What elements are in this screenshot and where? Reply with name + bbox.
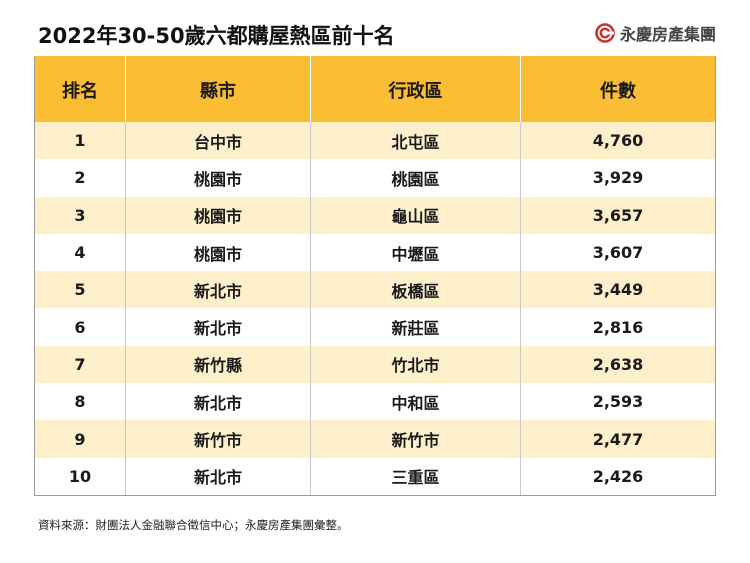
city-cell: 新北市 (125, 308, 311, 346)
page-title: 2022年30-50歲六都購屋熱區前十名 (38, 24, 395, 48)
header-district: 行政區 (310, 56, 521, 122)
table-row: 6 新北市 新莊區 2,816 (34, 308, 716, 346)
district-cell: 龜山區 (310, 196, 521, 234)
district-cell: 中和區 (310, 383, 521, 421)
header-city: 縣市 (125, 56, 311, 122)
rank-cell: 5 (34, 271, 126, 309)
city-cell: 桃園市 (125, 196, 311, 234)
table-row: 9 新竹市 新竹市 2,477 (34, 420, 716, 458)
count-cell: 2,426 (520, 457, 716, 496)
table-row: 8 新北市 中和區 2,593 (34, 383, 716, 421)
table-row: 5 新北市 板橋區 3,449 (34, 271, 716, 309)
table-row: 3 桃園市 龜山區 3,657 (34, 196, 716, 234)
brand-name: 永慶房產集團 (619, 25, 716, 44)
district-cell: 竹北市 (310, 345, 521, 384)
rank-cell: 1 (34, 122, 126, 160)
district-cell: 北屯區 (310, 122, 521, 160)
district-cell: 三重區 (310, 457, 521, 496)
count-cell: 2,638 (520, 345, 716, 384)
city-cell: 桃園市 (125, 233, 311, 272)
table-row: 2 桃園市 桃園區 3,929 (34, 159, 716, 197)
rank-cell: 6 (34, 308, 126, 346)
table-row: 10 新北市 三重區 2,426 (34, 457, 716, 496)
header-rank: 排名 (34, 56, 126, 122)
brand-logo: 永慶房產集團 (595, 21, 716, 45)
count-cell: 3,449 (520, 271, 716, 309)
rank-cell: 3 (34, 196, 126, 234)
city-cell: 新北市 (125, 457, 311, 496)
count-cell: 3,929 (520, 159, 716, 197)
rank-cell: 2 (34, 159, 126, 197)
city-cell: 新北市 (125, 271, 311, 309)
header-count: 件數 (520, 56, 716, 122)
table-body: 1 台中市 北屯區 4,760 2 桃園市 桃園區 3,929 3 桃園市 龜山區 3,657 4 桃園市… (34, 122, 716, 496)
district-cell: 桃園區 (310, 159, 521, 197)
city-cell: 桃園市 (125, 159, 311, 197)
source-footnote: 資料來源：財團法人金融聯合徵信中心；永慶房產集團彙整。 (38, 518, 349, 532)
city-cell: 台中市 (125, 122, 311, 160)
count-cell: 2,816 (520, 308, 716, 346)
count-cell: 4,760 (520, 122, 716, 160)
table-row: 7 新竹縣 竹北市 2,638 (34, 345, 716, 384)
district-cell: 中壢區 (310, 233, 521, 272)
count-cell: 2,477 (520, 420, 716, 458)
city-cell: 新竹縣 (125, 345, 311, 384)
table-row: 4 桃園市 中壢區 3,607 (34, 233, 716, 272)
rank-cell: 8 (34, 383, 126, 421)
table-header-row: 排名 縣市 行政區 件數 (34, 56, 716, 122)
count-cell: 2,593 (520, 383, 716, 421)
table-row: 1 台中市 北屯區 4,760 (34, 122, 716, 160)
district-cell: 新竹市 (310, 420, 521, 458)
count-cell: 3,607 (520, 233, 716, 272)
ranking-table: 排名 縣市 行政區 件數 1 台中市 北屯區 4,760 2 桃園市 桃園區 3,929 3 桃園… (34, 56, 716, 496)
count-cell: 3,657 (520, 196, 716, 234)
rank-cell: 4 (34, 233, 126, 272)
rank-cell: 9 (34, 420, 126, 458)
yungching-swirl-icon (595, 23, 615, 43)
city-cell: 新竹市 (125, 420, 311, 458)
rank-cell: 10 (34, 457, 126, 496)
rank-cell: 7 (34, 345, 126, 384)
district-cell: 新莊區 (310, 308, 521, 346)
city-cell: 新北市 (125, 383, 311, 421)
district-cell: 板橋區 (310, 271, 521, 309)
